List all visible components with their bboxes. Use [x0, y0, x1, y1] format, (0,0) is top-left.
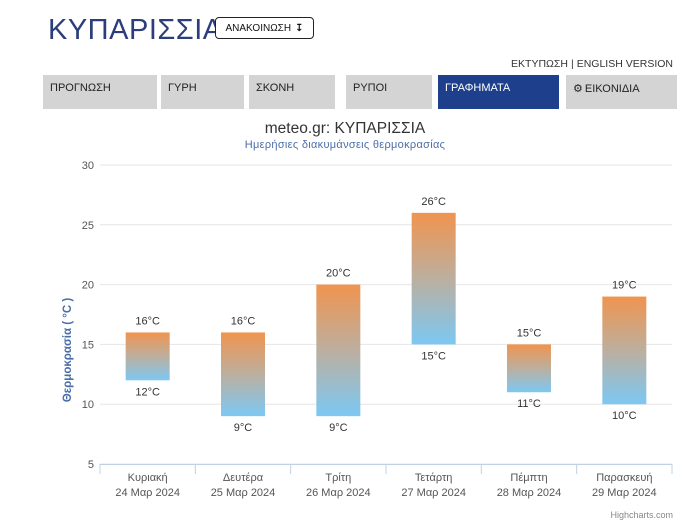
gear-icon: ⚙ — [573, 83, 583, 95]
print-link[interactable]: ΕΚΤΥΠΩΣΗ — [511, 58, 568, 70]
low-temp-label: 9°C — [329, 422, 348, 434]
tab-icons[interactable]: ⚙ ΕΙΚΟΝΙΔΙΑ — [566, 75, 677, 109]
x-date-label: 27 Μαρ 2024 — [401, 487, 466, 499]
download-arrow-icon: ↧ — [295, 22, 304, 34]
y-tick-label: 10 — [82, 399, 94, 411]
x-day-label: Τετάρτη — [415, 472, 453, 484]
tab-pollen[interactable]: ΓΥΡΗ — [161, 75, 244, 109]
y-axis-title: Θερμοκρασία ( °C ) — [62, 298, 74, 403]
tab-label: ΕΙΚΟΝΙΔΙΑ — [584, 83, 640, 95]
high-temp-label: 26°C — [421, 196, 446, 208]
x-day-label: Παρασκευή — [596, 472, 652, 484]
temperature-range-bar — [411, 212, 456, 345]
y-tick-label: 15 — [82, 339, 94, 351]
high-temp-label: 16°C — [135, 315, 160, 327]
tab-label: ΡΥΠΟΙ — [353, 82, 388, 94]
tab-label: ΠΡΟΓΝΩΣΗ — [50, 82, 111, 94]
temperature-range-bar — [602, 296, 647, 405]
x-day-label: Κυριακή — [128, 472, 168, 484]
link-separator: | — [570, 58, 574, 70]
temperature-chart: meteo.gr: ΚΥΠΑΡΙΣΣΙΑ Ημερήσιες διακυμάνσ… — [0, 112, 690, 526]
x-day-label: Δευτέρα — [223, 472, 264, 484]
x-day-label: Πέμπτη — [510, 472, 547, 484]
temperature-range-bar — [221, 332, 265, 417]
top-links: ΕΚΤΥΠΩΣΗ | ENGLISH VERSION — [511, 58, 673, 70]
low-temp-label: 15°C — [421, 350, 446, 362]
site-title: ΚΥΠΑΡΙΣΣΙΑ — [48, 14, 223, 46]
x-date-label: 24 Μαρ 2024 — [115, 487, 180, 499]
x-date-label: 25 Μαρ 2024 — [211, 487, 276, 499]
temperature-range-bar — [507, 344, 551, 393]
tab-pollutants[interactable]: ΡΥΠΟΙ — [346, 75, 432, 109]
tab-dust[interactable]: ΣΚΟΝΗ — [249, 75, 335, 109]
chart-title: meteo.gr: ΚΥΠΑΡΙΣΣΙΑ — [264, 120, 426, 137]
low-temp-label: 12°C — [135, 386, 160, 398]
high-temp-label: 19°C — [612, 280, 637, 292]
chart-credits[interactable]: Highcharts.com — [610, 510, 673, 520]
english-version-link[interactable]: ENGLISH VERSION — [576, 58, 673, 70]
high-temp-label: 15°C — [517, 327, 542, 339]
tab-forecast[interactable]: ΠΡΟΓΝΩΣΗ — [43, 75, 157, 109]
y-tick-label: 20 — [82, 280, 94, 292]
temperature-range-bar — [125, 332, 170, 381]
chart-plot: 5 10 15 20 25 30 16°C 12°C Κυριακή 24 Μαρ 2024 16°… — [62, 160, 673, 499]
temperature-range-bar — [316, 284, 361, 417]
tab-bar: ΠΡΟΓΝΩΣΗ ΓΥΡΗ ΣΚΟΝΗ ΡΥΠΟΙ ΓΡΑΦΗΜΑΤΑ ⚙ ΕΙΚ… — [43, 75, 677, 109]
y-tick-label: 5 — [88, 459, 94, 471]
tab-charts[interactable]: ΓΡΑΦΗΜΑΤΑ — [438, 75, 559, 109]
chart-subtitle: Ημερήσιες διακυμάνσεις θερμοκρασίας — [244, 139, 446, 151]
tab-label: ΓΡΑΦΗΜΑΤΑ — [445, 82, 511, 94]
x-date-label: 26 Μαρ 2024 — [306, 487, 371, 499]
announcement-label: ΑΝΑΚΟΙΝΩΣΗ — [225, 22, 292, 34]
low-temp-label: 9°C — [234, 422, 253, 434]
x-day-label: Τρίτη — [325, 472, 351, 484]
low-temp-label: 10°C — [612, 410, 637, 422]
x-date-label: 28 Μαρ 2024 — [497, 487, 562, 499]
x-date-label: 29 Μαρ 2024 — [592, 487, 657, 499]
high-temp-label: 20°C — [326, 268, 351, 280]
high-temp-label: 16°C — [231, 315, 256, 327]
announcement-button[interactable]: ΑΝΑΚΟΙΝΩΣΗ ↧ — [215, 17, 314, 39]
low-temp-label: 11°C — [517, 398, 541, 410]
tab-label: ΣΚΟΝΗ — [256, 82, 295, 94]
tab-label: ΓΥΡΗ — [168, 82, 197, 94]
y-tick-label: 30 — [82, 160, 94, 172]
y-tick-label: 25 — [82, 220, 94, 232]
